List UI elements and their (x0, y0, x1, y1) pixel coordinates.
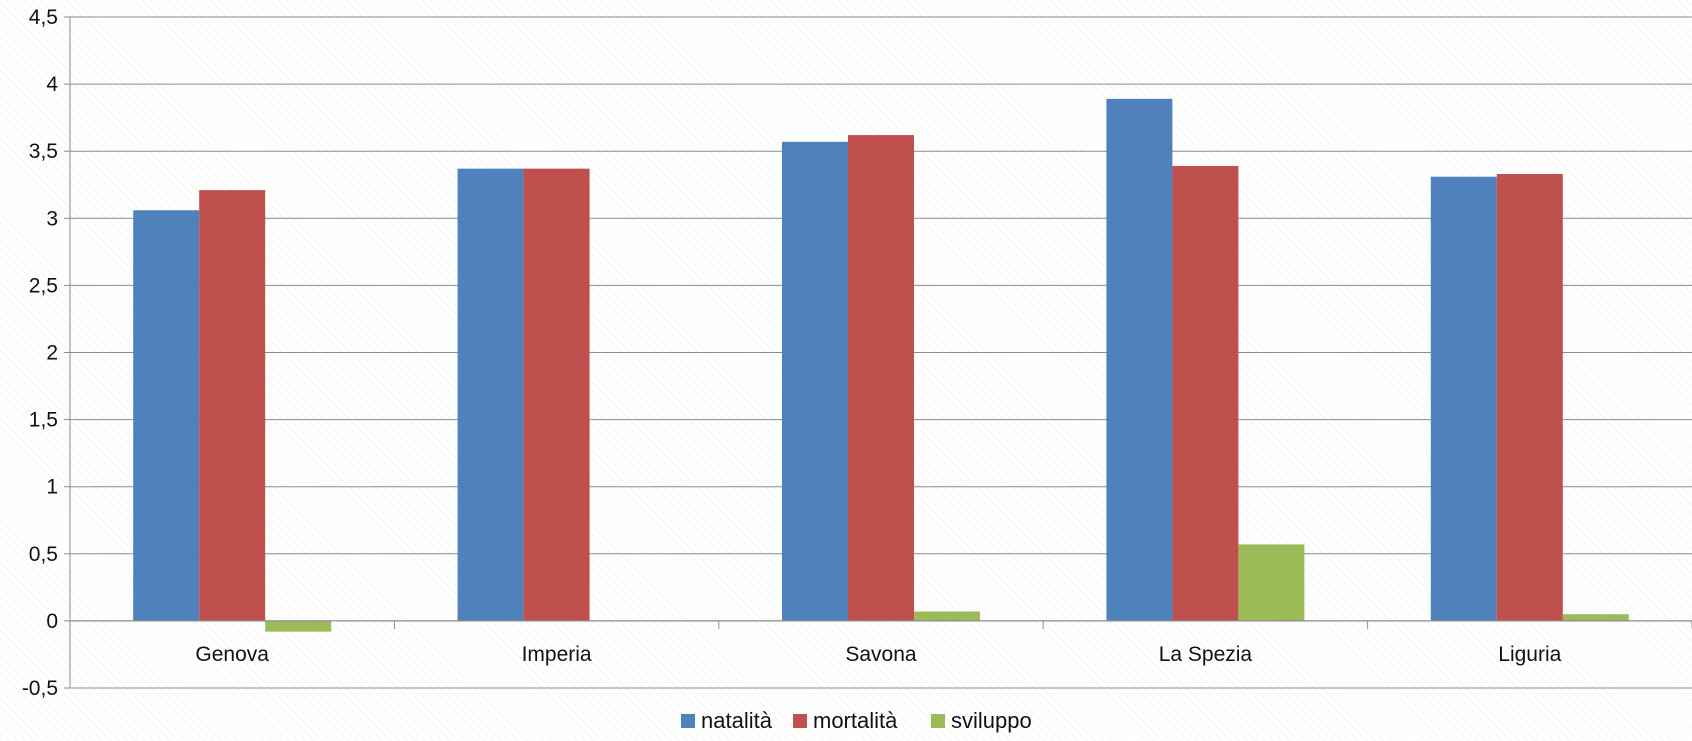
y-tick-label: 4 (46, 73, 58, 96)
y-tick-label: 1,5 (29, 409, 58, 432)
y-tick-label: 3,5 (29, 140, 58, 163)
bar-natalità-genova (133, 210, 200, 621)
bar-mortalità-savona (848, 135, 914, 621)
legend-swatch-natalità (681, 714, 695, 728)
y-tick-label: 1 (46, 476, 58, 499)
x-axis-tick-labels: Genova Imperia Savona La Spezia Liguria (195, 643, 1561, 666)
bar-sviluppo-savona (914, 611, 980, 621)
y-tick-label: 4,5 (29, 6, 58, 29)
y-tick-label: -0,5 (22, 677, 58, 700)
bar-mortalità-la-spezia (1172, 165, 1239, 621)
axes (64, 16, 1692, 689)
x-tick-label: Imperia (522, 643, 592, 666)
bar-natalità-liguria (1430, 176, 1497, 621)
x-tick-label: Liguria (1498, 643, 1561, 666)
y-axis-tick-labels: -0,5 0 0,5 1 1,5 2 2,5 3 3,5 4 4,5 (22, 6, 59, 700)
legend-label-mortalità: mortalità (813, 708, 898, 733)
x-tick-label: Genova (195, 643, 269, 666)
x-tick-label: Savona (845, 643, 917, 666)
bar-mortalità-liguria (1496, 174, 1563, 621)
bar-natalità-savona (782, 141, 848, 621)
legend-swatch-sviluppo (931, 714, 945, 728)
y-tick-label: 3 (46, 207, 58, 230)
bar-sviluppo-genova (265, 620, 332, 632)
legend: natalità mortalità sviluppo (681, 708, 1032, 733)
y-tick-label: 2,5 (29, 274, 58, 297)
legend-label-sviluppo: sviluppo (951, 708, 1032, 733)
bar-mortalità-genova (199, 190, 266, 621)
bar-sviluppo-la-spezia (1238, 544, 1305, 621)
bar-natalità-la-spezia (1106, 98, 1173, 621)
y-tick-label: 0,5 (29, 543, 58, 566)
x-tick-label: La Spezia (1159, 643, 1253, 666)
bar-sviluppo-liguria (1562, 614, 1629, 621)
bar-natalità-imperia (457, 168, 524, 621)
legend-label-natalità: natalità (701, 708, 773, 733)
bars (133, 98, 1629, 632)
y-tick-label: 2 (46, 342, 58, 365)
legend-swatch-mortalità (793, 714, 807, 728)
bar-mortalità-imperia (523, 168, 590, 621)
y-tick-label: 0 (46, 610, 58, 633)
